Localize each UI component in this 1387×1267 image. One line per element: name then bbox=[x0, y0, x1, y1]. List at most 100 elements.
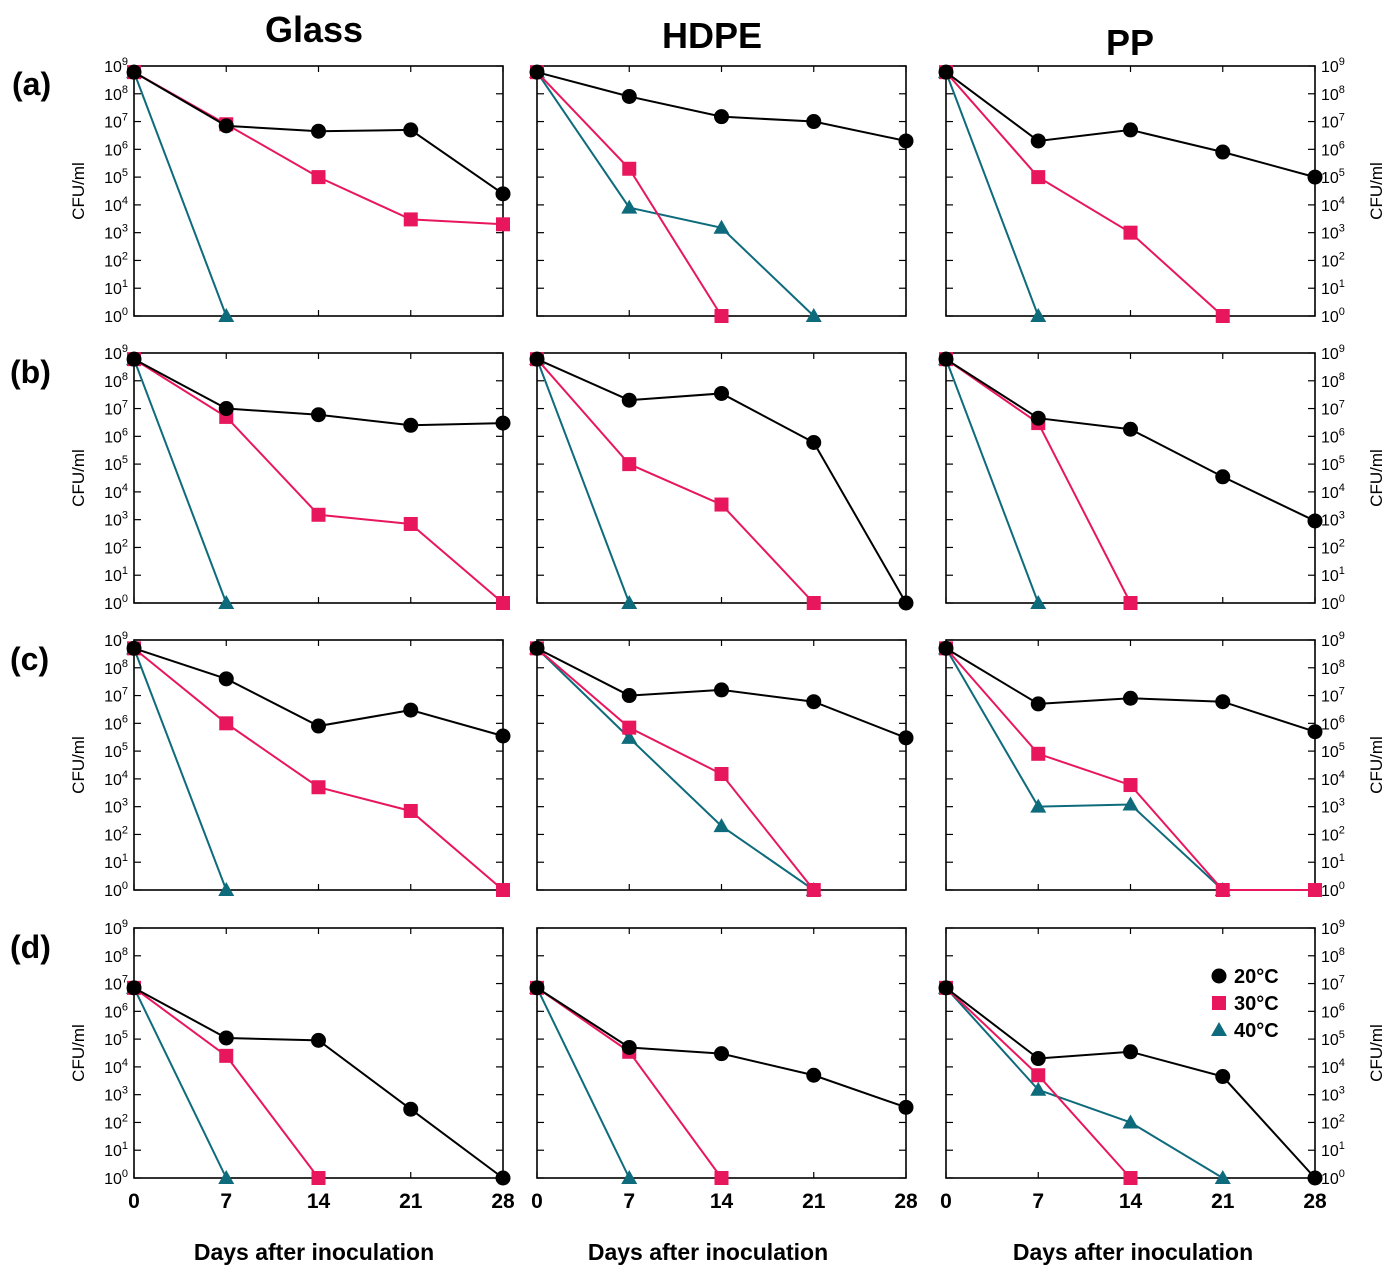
y-tick-label: 105 bbox=[1321, 454, 1345, 474]
data-point-circle bbox=[403, 122, 419, 138]
y-tick-label: 104 bbox=[104, 1057, 128, 1077]
data-point-square bbox=[1031, 1068, 1046, 1083]
data-point-circle bbox=[938, 64, 954, 80]
x-tick-label: 7 bbox=[1032, 1190, 1044, 1213]
y-tick-label: 109 bbox=[1321, 343, 1345, 363]
data-point-triangle bbox=[713, 818, 730, 833]
panel-c-glass: 100 101 102 103 104 105 106 107 108 109 CFU/ml bbox=[69, 630, 511, 900]
y-tick-label: 104 bbox=[1321, 1057, 1345, 1077]
y-tick-label: 103 bbox=[104, 223, 128, 243]
data-point-circle bbox=[1215, 144, 1231, 160]
row-label-a: (a) bbox=[12, 66, 51, 102]
y-tick-label: 101 bbox=[1321, 1140, 1345, 1160]
x-tick-label: 7 bbox=[220, 1190, 232, 1213]
y-tick-label: 109 bbox=[1321, 630, 1345, 650]
data-point-square bbox=[806, 883, 821, 897]
legend-label: 40°C bbox=[1234, 1020, 1279, 1042]
data-point-circle bbox=[495, 415, 511, 431]
series-line bbox=[536, 647, 815, 891]
y-tick-label: 101 bbox=[104, 565, 128, 585]
y-tick-label: 102 bbox=[1321, 824, 1345, 844]
x-axis-labels: Days after inoculation Days after inocul… bbox=[194, 1239, 1253, 1265]
data-point-circle bbox=[938, 351, 954, 367]
row-labels: (a) (b) (c) (d) bbox=[10, 66, 51, 965]
y-tick-label: 104 bbox=[1321, 482, 1345, 502]
y-tick-label: 104 bbox=[104, 769, 128, 789]
data-point-triangle bbox=[218, 595, 235, 609]
y-tick-label: 103 bbox=[1321, 797, 1345, 817]
data-point-circle bbox=[714, 385, 729, 401]
y-tick-label: 102 bbox=[1321, 250, 1345, 270]
y-tick-label: 108 bbox=[104, 84, 128, 104]
row-label-b: (b) bbox=[10, 354, 51, 390]
data-point-square bbox=[714, 497, 729, 512]
data-point-circle bbox=[218, 1030, 234, 1046]
data-point-circle bbox=[529, 980, 545, 996]
data-point-circle bbox=[806, 694, 822, 710]
y-tick-label: 106 bbox=[1321, 426, 1345, 446]
data-point-square bbox=[622, 161, 637, 176]
data-point-circle bbox=[1215, 1069, 1231, 1085]
plot-frame bbox=[133, 639, 504, 891]
y-tick-label: 107 bbox=[1321, 974, 1345, 994]
y-tick-label: 108 bbox=[1321, 658, 1345, 678]
series-line bbox=[945, 987, 1224, 1179]
y-tick-label: 102 bbox=[104, 537, 128, 557]
y-axis-label: CFU/ml bbox=[1367, 1024, 1386, 1082]
y-tick-label: 107 bbox=[1321, 399, 1345, 419]
y-tick-label: 103 bbox=[104, 510, 128, 530]
data-point-triangle bbox=[218, 1170, 235, 1184]
y-tick-label: 106 bbox=[104, 1001, 128, 1021]
plot-frame bbox=[133, 927, 504, 1179]
plot-frame bbox=[536, 65, 907, 317]
data-point-circle bbox=[529, 640, 545, 656]
data-point-circle bbox=[714, 682, 729, 698]
column-title-pp: PP bbox=[1106, 22, 1154, 63]
data-point-circle bbox=[1123, 1044, 1138, 1060]
y-tick-label: 108 bbox=[1321, 946, 1345, 966]
data-point-circle bbox=[495, 728, 511, 744]
y-tick-label: 108 bbox=[104, 371, 128, 391]
data-point-circle bbox=[714, 1046, 729, 1062]
data-point-circle bbox=[529, 64, 545, 80]
y-tick-label: 109 bbox=[1321, 918, 1345, 938]
y-tick-label: 101 bbox=[1321, 278, 1345, 298]
data-point-square bbox=[403, 803, 418, 818]
data-point-square bbox=[219, 716, 234, 731]
data-point-triangle bbox=[713, 219, 730, 234]
data-point-circle bbox=[311, 718, 326, 734]
data-point-triangle bbox=[1030, 798, 1047, 813]
x-tick-label: 28 bbox=[491, 1190, 515, 1213]
data-point-square bbox=[714, 309, 729, 323]
y-axis-label: CFU/ml bbox=[69, 162, 88, 220]
data-point-circle bbox=[311, 1032, 326, 1048]
data-point-triangle bbox=[621, 595, 638, 609]
y-axis-label: CFU/ml bbox=[1367, 736, 1386, 794]
column-title-hdpe: HDPE bbox=[662, 15, 762, 56]
data-point-square bbox=[496, 883, 510, 897]
x-tick-label: 14 bbox=[710, 1190, 734, 1213]
y-tick-label: 102 bbox=[1321, 1112, 1345, 1132]
series-line bbox=[945, 987, 1316, 1179]
series-line bbox=[536, 647, 815, 891]
data-point-square bbox=[403, 212, 418, 227]
y-tick-label: 101 bbox=[104, 852, 128, 872]
series-line bbox=[945, 647, 1316, 733]
data-point-square bbox=[622, 720, 637, 735]
series-line bbox=[133, 987, 228, 1179]
series-line bbox=[133, 986, 504, 1179]
y-axis-label: CFU/ml bbox=[69, 449, 88, 507]
plot-frame bbox=[945, 639, 1316, 891]
x-tick-label: 21 bbox=[399, 1190, 423, 1213]
y-tick-label: 100 bbox=[1321, 593, 1345, 613]
data-point-square bbox=[714, 1171, 729, 1185]
data-point-square bbox=[311, 1171, 326, 1185]
plot-frame bbox=[133, 352, 504, 604]
data-point-circle bbox=[1307, 169, 1323, 185]
x-tick-label: 28 bbox=[894, 1190, 918, 1213]
y-tick-label: 100 bbox=[104, 306, 128, 326]
data-point-square bbox=[311, 507, 326, 522]
y-tick-label: 109 bbox=[1321, 56, 1345, 76]
series-line bbox=[945, 71, 1040, 317]
data-point-circle bbox=[403, 702, 419, 718]
